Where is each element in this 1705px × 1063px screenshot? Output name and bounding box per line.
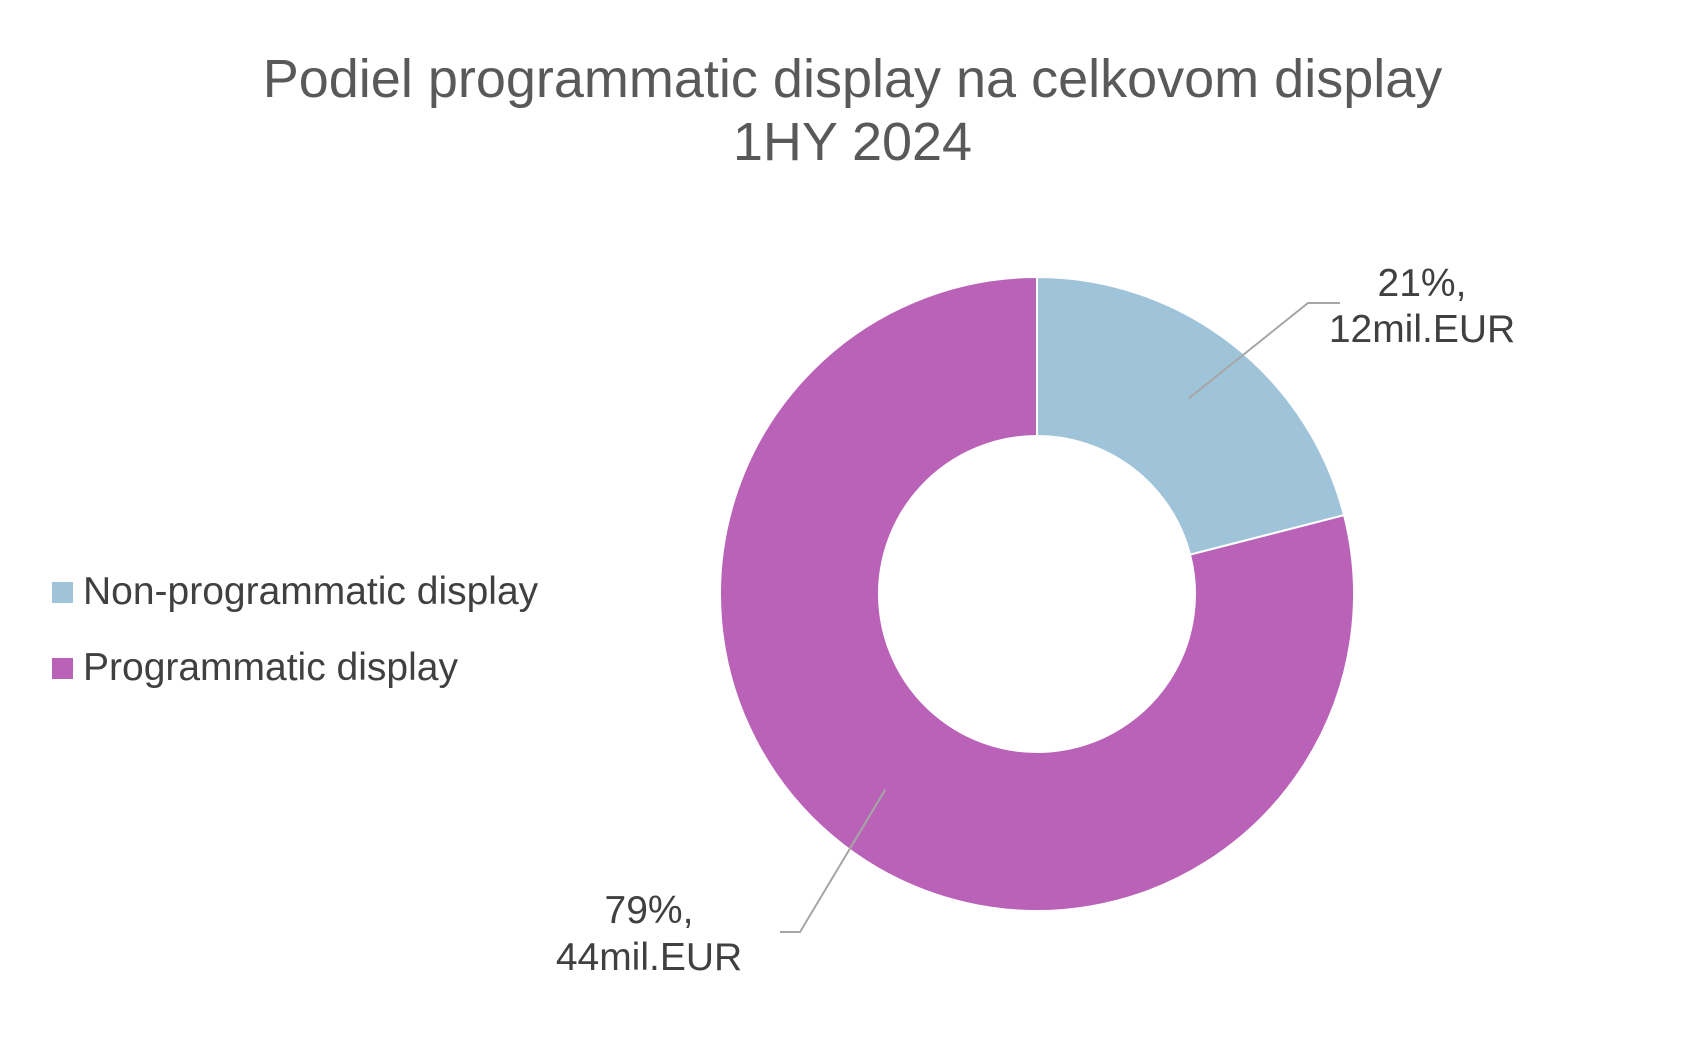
data-label-non-programmatic-amount: 12mil.EUR [1329, 308, 1515, 351]
chart-title-line1: Podiel programmatic display na celkovom … [262, 49, 1443, 109]
chart-legend: Non-programmatic display Programmatic di… [52, 554, 538, 706]
donut-slices [719, 275, 1355, 912]
data-label-programmatic-percent: 79%, [605, 889, 694, 932]
data-labels: 21%, 12mil.EUR 79%, 44mil.EUR [556, 262, 1515, 979]
chart-subtitle: 1HY 2024 [732, 112, 973, 172]
leader-line-non-programmatic [1188, 302, 1340, 400]
data-label-programmatic-amount: 44mil.EUR [556, 936, 742, 979]
leader-lines [780, 302, 1340, 933]
data-label-non-programmatic-percent: 21%, [1378, 262, 1467, 305]
chart-title: Podiel programmatic display na celkovom … [0, 48, 1705, 174]
donut-slice-non-programmatic [1036, 275, 1346, 556]
legend-item-non-programmatic: Non-programmatic display [52, 554, 538, 630]
legend-swatch-non-programmatic [52, 581, 73, 603]
legend-label-programmatic: Programmatic display [83, 646, 458, 689]
legend-item-programmatic: Programmatic display [52, 630, 538, 706]
leader-line-programmatic [780, 789, 887, 933]
donut-slice-programmatic [719, 275, 1355, 912]
legend-swatch-programmatic [52, 657, 73, 679]
legend-label-non-programmatic: Non-programmatic display [83, 570, 539, 613]
